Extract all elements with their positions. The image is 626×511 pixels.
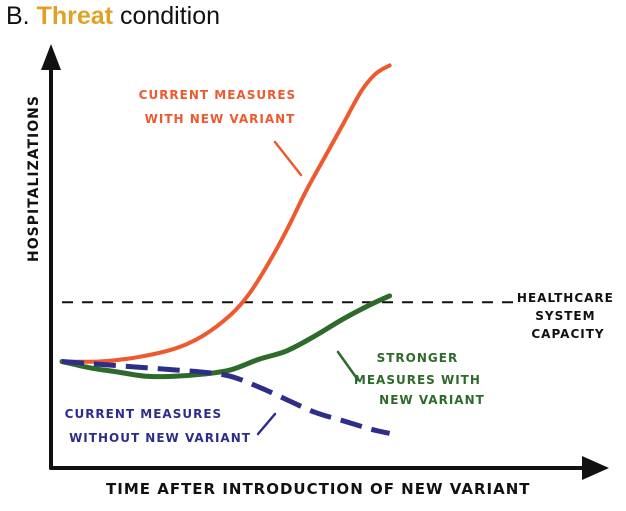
series-line-stronger-measures <box>59 293 393 380</box>
capacity-label-line-2: SYSTEM <box>535 309 595 323</box>
series-label-2-line-1: CURRENT MEASURES <box>65 407 223 421</box>
series-label-1-line-2: MEASURES WITH <box>354 373 481 387</box>
series-label-stronger-measures: STRONGER MEASURES WITH NEW VARIANT <box>354 351 486 407</box>
series-label-current-without-new-variant: CURRENT MEASURES WITHOUT NEW VARIANT <box>65 407 251 445</box>
title-prefix: B. <box>6 2 30 30</box>
y-axis-label: HOSPITALIZATIONS <box>26 95 42 262</box>
series-label-0-line-2: WITH NEW VARIANT <box>145 112 296 126</box>
series-line-current-without-new-variant <box>61 359 391 436</box>
series-label-current-with-new-variant: CURRENT MEASURES WITH NEW VARIANT <box>139 88 302 126</box>
series-pointer-current-without-new-variant <box>256 412 277 436</box>
title-suffix: condition <box>119 2 221 30</box>
series-label-1-line-3: NEW VARIANT <box>379 393 485 407</box>
series-pointer-stronger-measures <box>336 350 360 382</box>
series-line-current-with-new-variant <box>60 63 392 364</box>
y-axis-arrow-icon <box>41 44 61 70</box>
capacity-label-line-1: HEALTHCARE <box>517 291 614 305</box>
series-label-0-line-1: CURRENT MEASURES <box>139 88 297 102</box>
capacity-label: HEALTHCARE SYSTEM CAPACITY <box>517 291 619 341</box>
series-label-2-line-2: WITHOUT NEW VARIANT <box>69 431 251 445</box>
title-accent: Threat <box>36 2 113 30</box>
chart-title: B. Threat condition <box>6 2 220 31</box>
x-axis-label: TIME AFTER INTRODUCTION OF NEW VARIANT <box>106 480 530 498</box>
series-pointer-current-with-new-variant <box>273 140 303 177</box>
capacity-label-line-3: CAPACITY <box>531 327 604 341</box>
x-axis-arrow-icon <box>582 456 609 480</box>
series-label-1-line-1: STRONGER <box>377 351 459 365</box>
